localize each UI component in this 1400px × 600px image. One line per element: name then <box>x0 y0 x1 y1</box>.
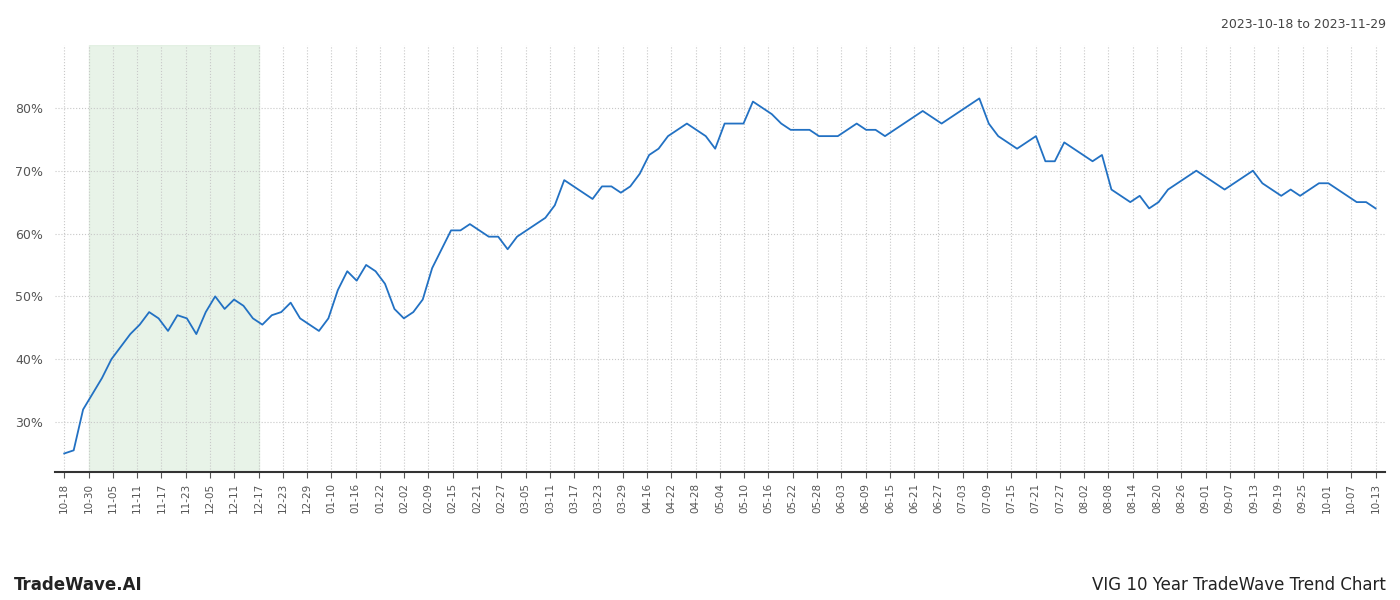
Text: VIG 10 Year TradeWave Trend Chart: VIG 10 Year TradeWave Trend Chart <box>1092 576 1386 594</box>
Text: TradeWave.AI: TradeWave.AI <box>14 576 143 594</box>
Text: 2023-10-18 to 2023-11-29: 2023-10-18 to 2023-11-29 <box>1221 18 1386 31</box>
Bar <box>88 45 259 472</box>
